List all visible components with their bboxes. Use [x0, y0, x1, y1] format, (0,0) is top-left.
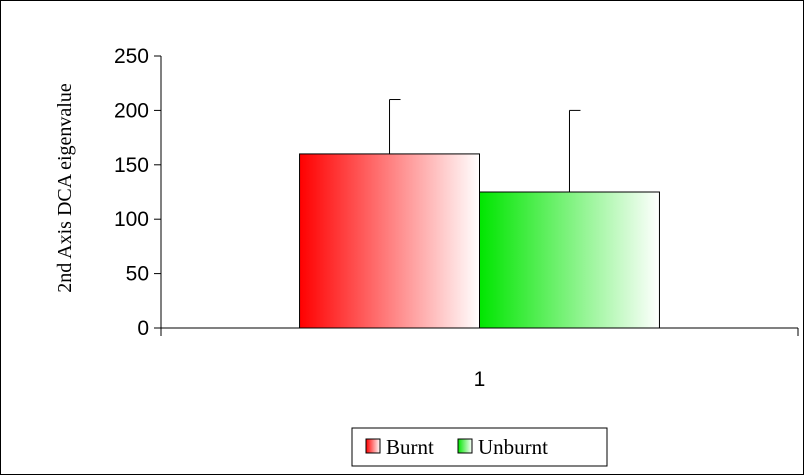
y-ticks: 0 50 100 150 200 250	[114, 45, 161, 340]
x-tick-labels: 1	[474, 368, 486, 391]
bar-burnt	[299, 153, 480, 329]
y-tick-label: 250	[114, 45, 149, 68]
error-bars-layer	[389, 99, 581, 192]
y-tick-label: 0	[137, 317, 149, 340]
legend-label-unburnt: Unburnt	[478, 435, 548, 459]
y-tick-label: 200	[114, 99, 149, 122]
x-tick-label: 1	[474, 368, 486, 391]
bars-layer	[299, 153, 660, 329]
legend-box	[351, 427, 608, 467]
y-tick-label: 150	[114, 154, 149, 177]
y-tick-label: 100	[114, 208, 149, 231]
y-tick-label: 50	[126, 263, 149, 286]
legend-swatch-unburnt	[457, 438, 473, 454]
bar-unburnt	[479, 191, 660, 329]
axes	[160, 56, 799, 336]
legend-swatch-burnt	[365, 438, 381, 454]
y-axis-title: 2nd Axis DCA eigenvalue	[54, 83, 76, 293]
legend: Burnt Unburnt	[351, 427, 608, 467]
legend-label-burnt: Burnt	[386, 435, 434, 459]
